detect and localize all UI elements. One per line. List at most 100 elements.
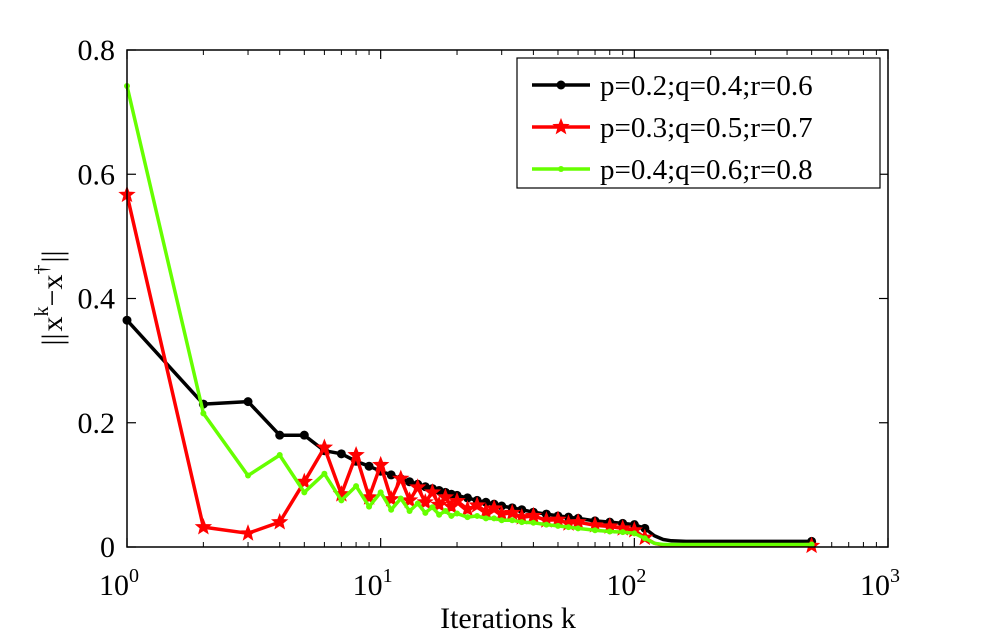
data-point xyxy=(353,483,360,490)
data-point xyxy=(482,515,489,522)
y-tick-label: 0.4 xyxy=(78,283,116,316)
data-point xyxy=(498,517,505,524)
x-tick-base: 10 xyxy=(353,569,383,602)
data-point xyxy=(631,530,638,537)
data-point xyxy=(592,527,599,534)
y-tick-label: 0.8 xyxy=(78,34,116,67)
data-point xyxy=(276,452,283,459)
data-point xyxy=(448,512,455,519)
data-point xyxy=(565,524,572,531)
legend-label: p=0.4;q=0.6;r=0.8 xyxy=(600,154,813,186)
y-label-minus: − xyxy=(36,290,69,307)
y-label-norm-open: || xyxy=(36,333,69,345)
data-point xyxy=(338,497,345,504)
legend-marker xyxy=(552,117,570,135)
data-point xyxy=(239,524,257,541)
data-point xyxy=(347,445,365,463)
data-point xyxy=(454,510,461,517)
x-tick-label: 102 xyxy=(606,565,646,602)
data-point xyxy=(336,449,346,459)
data-point xyxy=(414,500,421,507)
data-point xyxy=(372,455,390,473)
data-point xyxy=(464,514,471,521)
data-point xyxy=(575,525,582,532)
data-point xyxy=(530,519,537,526)
data-point xyxy=(423,483,442,500)
data-point xyxy=(416,493,434,510)
legend-item: p=0.4;q=0.6;r=0.8 xyxy=(532,154,813,186)
x-axis-label: Iterations k xyxy=(440,602,576,635)
data-point xyxy=(808,541,815,548)
data-point xyxy=(275,430,285,440)
x-tick-base: 10 xyxy=(99,569,129,602)
data-point xyxy=(400,491,419,508)
y-label-sup-k: k xyxy=(31,306,53,316)
x-axis-tick-labels: 100 101 102 103 xyxy=(99,565,900,602)
x-tick-base: 10 xyxy=(606,569,636,602)
x-tick-label: 100 xyxy=(99,565,139,602)
data-point xyxy=(299,430,309,440)
data-point xyxy=(436,511,443,518)
data-point xyxy=(474,512,481,519)
y-label-x1: x xyxy=(36,316,69,331)
x-tick-exponent: 0 xyxy=(129,565,139,587)
legend-box xyxy=(516,57,881,189)
data-point xyxy=(200,410,207,417)
data-point xyxy=(554,522,561,529)
data-point xyxy=(436,488,455,505)
data-point xyxy=(295,472,313,490)
data-point xyxy=(245,472,252,479)
data-point xyxy=(606,528,613,535)
data-point xyxy=(430,495,448,513)
data-point xyxy=(481,497,491,507)
data-point xyxy=(243,397,253,407)
data-point xyxy=(364,461,374,471)
legend: p=0.2;q=0.4;r=0.6 p=0.3;q=0.5;r=0.7 p=0.4;… xyxy=(516,57,881,189)
y-label-norm-close: || xyxy=(36,251,69,263)
legend-marker xyxy=(556,80,566,90)
data-point xyxy=(468,496,486,513)
data-point xyxy=(194,517,213,535)
data-point xyxy=(271,512,289,530)
legend-item: p=0.3;q=0.5;r=0.7 xyxy=(532,112,813,144)
data-point xyxy=(386,470,396,480)
data-point xyxy=(409,478,427,495)
data-point xyxy=(392,469,410,486)
y-tick-label: 0.6 xyxy=(78,158,116,191)
data-point xyxy=(442,507,449,514)
legend-marker xyxy=(558,166,564,172)
data-point xyxy=(543,521,550,528)
y-axis-label: ||xk−x†|| xyxy=(31,251,69,346)
x-tick-base: 10 xyxy=(860,569,890,602)
y-tick-label: 0.2 xyxy=(78,407,116,440)
series-lines xyxy=(118,83,821,554)
legend-item: p=0.2;q=0.4;r=0.6 xyxy=(532,70,813,102)
plot-frame xyxy=(126,49,889,548)
data-point xyxy=(503,503,521,521)
data-point xyxy=(315,438,334,456)
data-point xyxy=(524,506,543,524)
data-point xyxy=(382,490,400,507)
data-point xyxy=(518,519,525,526)
y-axis-tick-labels: 0 0.2 0.4 0.6 0.8 xyxy=(78,34,116,564)
data-point xyxy=(429,504,436,511)
data-point xyxy=(458,499,477,517)
data-point xyxy=(301,489,308,496)
y-label-sup-dagger: † xyxy=(31,265,53,275)
data-point xyxy=(491,515,498,522)
legend-label: p=0.3;q=0.5;r=0.7 xyxy=(600,112,813,144)
x-tick-exponent: 2 xyxy=(636,565,646,587)
data-point xyxy=(406,507,413,514)
x-tick-exponent: 1 xyxy=(383,565,393,587)
data-point xyxy=(377,489,384,496)
data-point xyxy=(397,495,404,502)
x-tick-label: 101 xyxy=(353,565,393,602)
data-point xyxy=(509,517,516,524)
series-3 xyxy=(124,83,815,548)
legend-label: p=0.2;q=0.4;r=0.6 xyxy=(600,70,813,102)
series-line xyxy=(125,194,812,548)
data-point xyxy=(405,477,415,487)
x-tick-exponent: 3 xyxy=(890,565,900,587)
data-point xyxy=(366,503,373,510)
